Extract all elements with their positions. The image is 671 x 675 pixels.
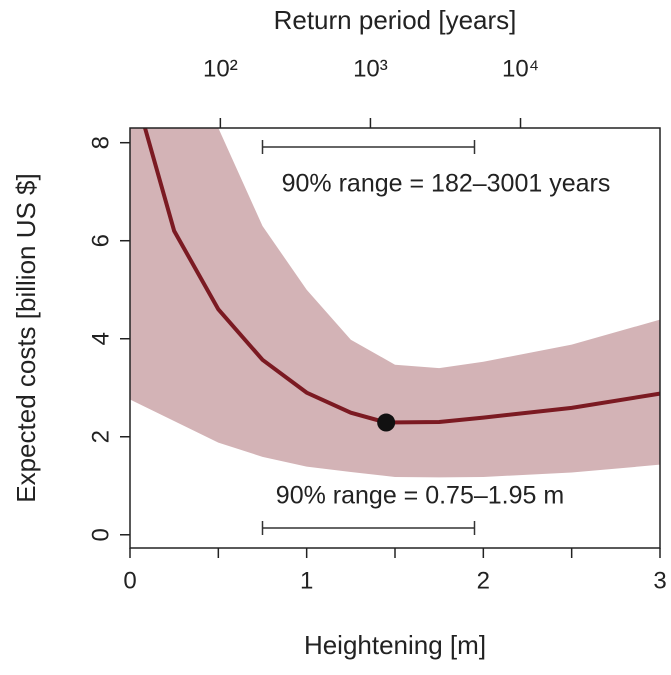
y-tick-label: 2 <box>87 430 114 443</box>
x2-tick-label: 10² <box>203 55 238 82</box>
x-tick-label: 0 <box>123 567 136 594</box>
x2-axis-label: Return period [years] <box>274 5 517 35</box>
annotation: 90% range = 182–3001 years <box>282 170 611 198</box>
uncertainty-band <box>130 128 660 478</box>
x-tick-label: 2 <box>477 567 490 594</box>
x-axis-label: Heightening [m] <box>304 630 486 660</box>
y-tick-label: 0 <box>87 528 114 541</box>
x2-tick-label: 10⁴ <box>502 55 539 82</box>
y-tick-label: 4 <box>87 332 114 345</box>
x-tick-label: 3 <box>653 567 666 594</box>
y-tick-label: 8 <box>87 136 114 149</box>
x2-tick-label: 10³ <box>353 55 388 82</box>
y-tick-label: 6 <box>87 234 114 247</box>
mean-line <box>143 127 661 425</box>
x-tick-label: 1 <box>300 567 313 594</box>
annotation: 90% range = 0.75–1.95 m <box>276 482 564 510</box>
optimum-point <box>377 413 396 432</box>
y-axis-label: Expected costs [billion US $] <box>11 173 41 503</box>
